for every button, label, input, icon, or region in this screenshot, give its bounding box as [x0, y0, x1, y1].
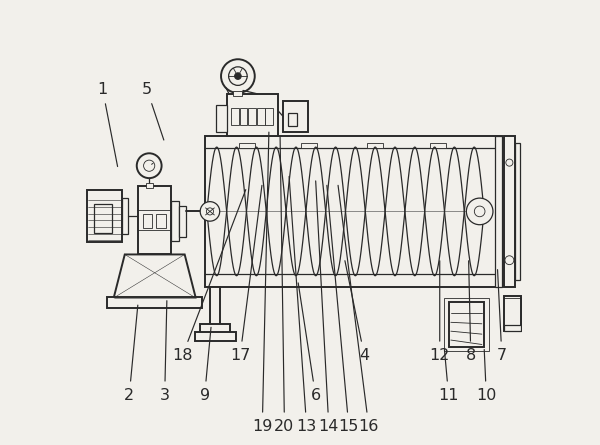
Bar: [205, 136, 502, 287]
Bar: [504, 324, 521, 331]
Text: 11: 11: [439, 349, 459, 403]
Bar: [172, 201, 179, 241]
Bar: [195, 332, 236, 341]
Bar: [233, 91, 242, 96]
Bar: [495, 136, 502, 287]
Bar: [504, 295, 521, 331]
Bar: [521, 298, 526, 324]
Bar: [231, 108, 239, 125]
Text: 20: 20: [274, 137, 295, 434]
Circle shape: [235, 73, 241, 80]
Bar: [504, 136, 515, 287]
Bar: [287, 113, 298, 126]
Bar: [227, 94, 278, 136]
Text: 6: 6: [298, 283, 320, 403]
Circle shape: [143, 160, 155, 171]
Text: 4: 4: [345, 261, 370, 363]
Bar: [367, 143, 383, 149]
Bar: [257, 108, 265, 125]
Text: 7: 7: [497, 270, 507, 363]
Bar: [138, 186, 172, 255]
Bar: [156, 214, 166, 228]
Circle shape: [466, 198, 493, 225]
Text: 15: 15: [327, 185, 359, 434]
Bar: [449, 302, 484, 347]
Bar: [430, 143, 446, 149]
Circle shape: [200, 202, 220, 221]
Bar: [248, 108, 256, 125]
Bar: [122, 198, 128, 235]
Text: 3: 3: [160, 301, 170, 403]
Text: 8: 8: [466, 261, 476, 363]
Text: 9: 9: [200, 327, 211, 403]
Text: 12: 12: [430, 261, 450, 363]
Text: 17: 17: [230, 185, 262, 363]
Text: 19: 19: [252, 132, 272, 434]
Bar: [107, 297, 202, 307]
Bar: [265, 108, 273, 125]
Bar: [515, 143, 520, 280]
Bar: [94, 204, 112, 233]
Text: 10: 10: [476, 349, 497, 403]
Text: 14: 14: [316, 181, 339, 434]
Circle shape: [506, 159, 513, 166]
Text: 1: 1: [97, 82, 118, 166]
Bar: [240, 108, 247, 125]
Circle shape: [505, 256, 514, 265]
Circle shape: [137, 153, 161, 178]
Text: 16: 16: [338, 185, 379, 434]
Polygon shape: [113, 255, 196, 298]
Bar: [143, 214, 152, 228]
Bar: [283, 101, 308, 133]
Bar: [87, 190, 122, 243]
Bar: [444, 298, 488, 351]
Bar: [146, 183, 153, 188]
Bar: [179, 206, 186, 237]
Text: 13: 13: [289, 177, 317, 434]
Text: 18: 18: [172, 190, 246, 363]
Bar: [211, 287, 220, 324]
Circle shape: [206, 208, 214, 215]
Bar: [200, 324, 230, 332]
Text: 5: 5: [142, 82, 164, 140]
Circle shape: [229, 67, 247, 85]
Text: 2: 2: [124, 305, 138, 403]
Circle shape: [475, 206, 485, 217]
Circle shape: [221, 59, 255, 93]
Bar: [216, 105, 227, 132]
Bar: [239, 143, 255, 149]
Bar: [301, 143, 317, 149]
